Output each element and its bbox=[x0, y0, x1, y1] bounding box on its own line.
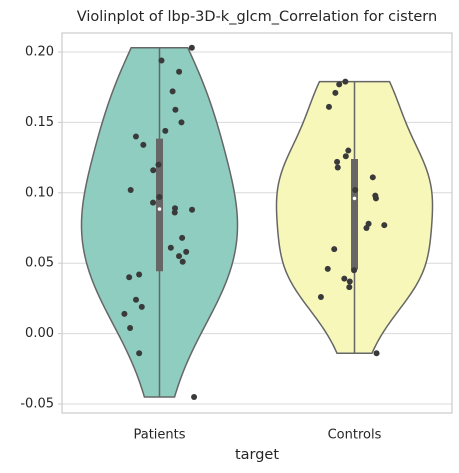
strip-point bbox=[156, 194, 163, 201]
strip-point bbox=[171, 209, 178, 216]
strip-point bbox=[346, 278, 353, 285]
strip-point bbox=[341, 275, 348, 282]
strip-point bbox=[136, 271, 143, 278]
strip-point bbox=[336, 81, 343, 88]
strip-point bbox=[317, 293, 324, 300]
violin-median bbox=[352, 196, 357, 201]
strip-point bbox=[138, 303, 145, 310]
strip-point bbox=[346, 284, 353, 291]
strip-point bbox=[179, 234, 186, 241]
strip-point bbox=[363, 224, 370, 231]
strip-point bbox=[121, 310, 128, 317]
strip-point bbox=[381, 222, 388, 229]
x-tick-label: Patients bbox=[133, 428, 185, 443]
violin-median bbox=[157, 207, 162, 211]
strip-point bbox=[373, 350, 380, 357]
y-tick-label: 0.05 bbox=[25, 256, 54, 271]
strip-point bbox=[132, 133, 139, 140]
strip-point bbox=[189, 206, 196, 213]
strip-point bbox=[191, 393, 198, 400]
strip-point bbox=[372, 195, 379, 202]
strip-point bbox=[188, 44, 195, 51]
strip-point bbox=[342, 153, 349, 160]
strip-point bbox=[176, 253, 183, 260]
strip-point bbox=[136, 350, 143, 357]
strip-point bbox=[158, 57, 165, 64]
strip-point bbox=[127, 186, 134, 193]
strip-point bbox=[332, 89, 339, 96]
y-tick-label: -0.05 bbox=[20, 396, 54, 411]
strip-point bbox=[172, 106, 179, 113]
strip-point bbox=[126, 274, 133, 281]
strip-point bbox=[132, 296, 139, 303]
strip-point bbox=[150, 199, 157, 206]
y-tick-label: 0.10 bbox=[25, 185, 54, 200]
strip-point bbox=[334, 158, 341, 165]
strip-point bbox=[183, 248, 190, 255]
strip-point bbox=[369, 174, 376, 181]
strip-point bbox=[324, 265, 331, 272]
strip-point bbox=[176, 68, 183, 75]
strip-point bbox=[178, 119, 185, 126]
y-tick-label: 0.20 bbox=[25, 45, 54, 60]
strip-point bbox=[334, 164, 341, 171]
strip-point bbox=[331, 246, 338, 253]
strip-point bbox=[345, 147, 352, 154]
strip-point bbox=[169, 88, 176, 95]
chart-title: Violinplot of lbp-3D-k_glcm_Correlation … bbox=[77, 9, 437, 25]
strip-point bbox=[352, 186, 359, 193]
x-axis-label: target bbox=[235, 447, 279, 463]
plot-frame bbox=[61, 32, 453, 414]
strip-point bbox=[325, 103, 332, 110]
strip-point bbox=[162, 127, 169, 134]
strip-point bbox=[179, 258, 186, 265]
x-tick-label: Controls bbox=[328, 428, 382, 443]
strip-point bbox=[342, 78, 349, 85]
strip-point bbox=[351, 267, 358, 274]
y-tick-label: 0.00 bbox=[25, 326, 54, 341]
y-tick-label: 0.15 bbox=[25, 115, 54, 130]
strip-point bbox=[167, 244, 174, 251]
strip-point bbox=[150, 167, 157, 174]
strip-point bbox=[127, 324, 134, 331]
strip-point bbox=[155, 161, 162, 168]
strip-point bbox=[140, 141, 147, 148]
